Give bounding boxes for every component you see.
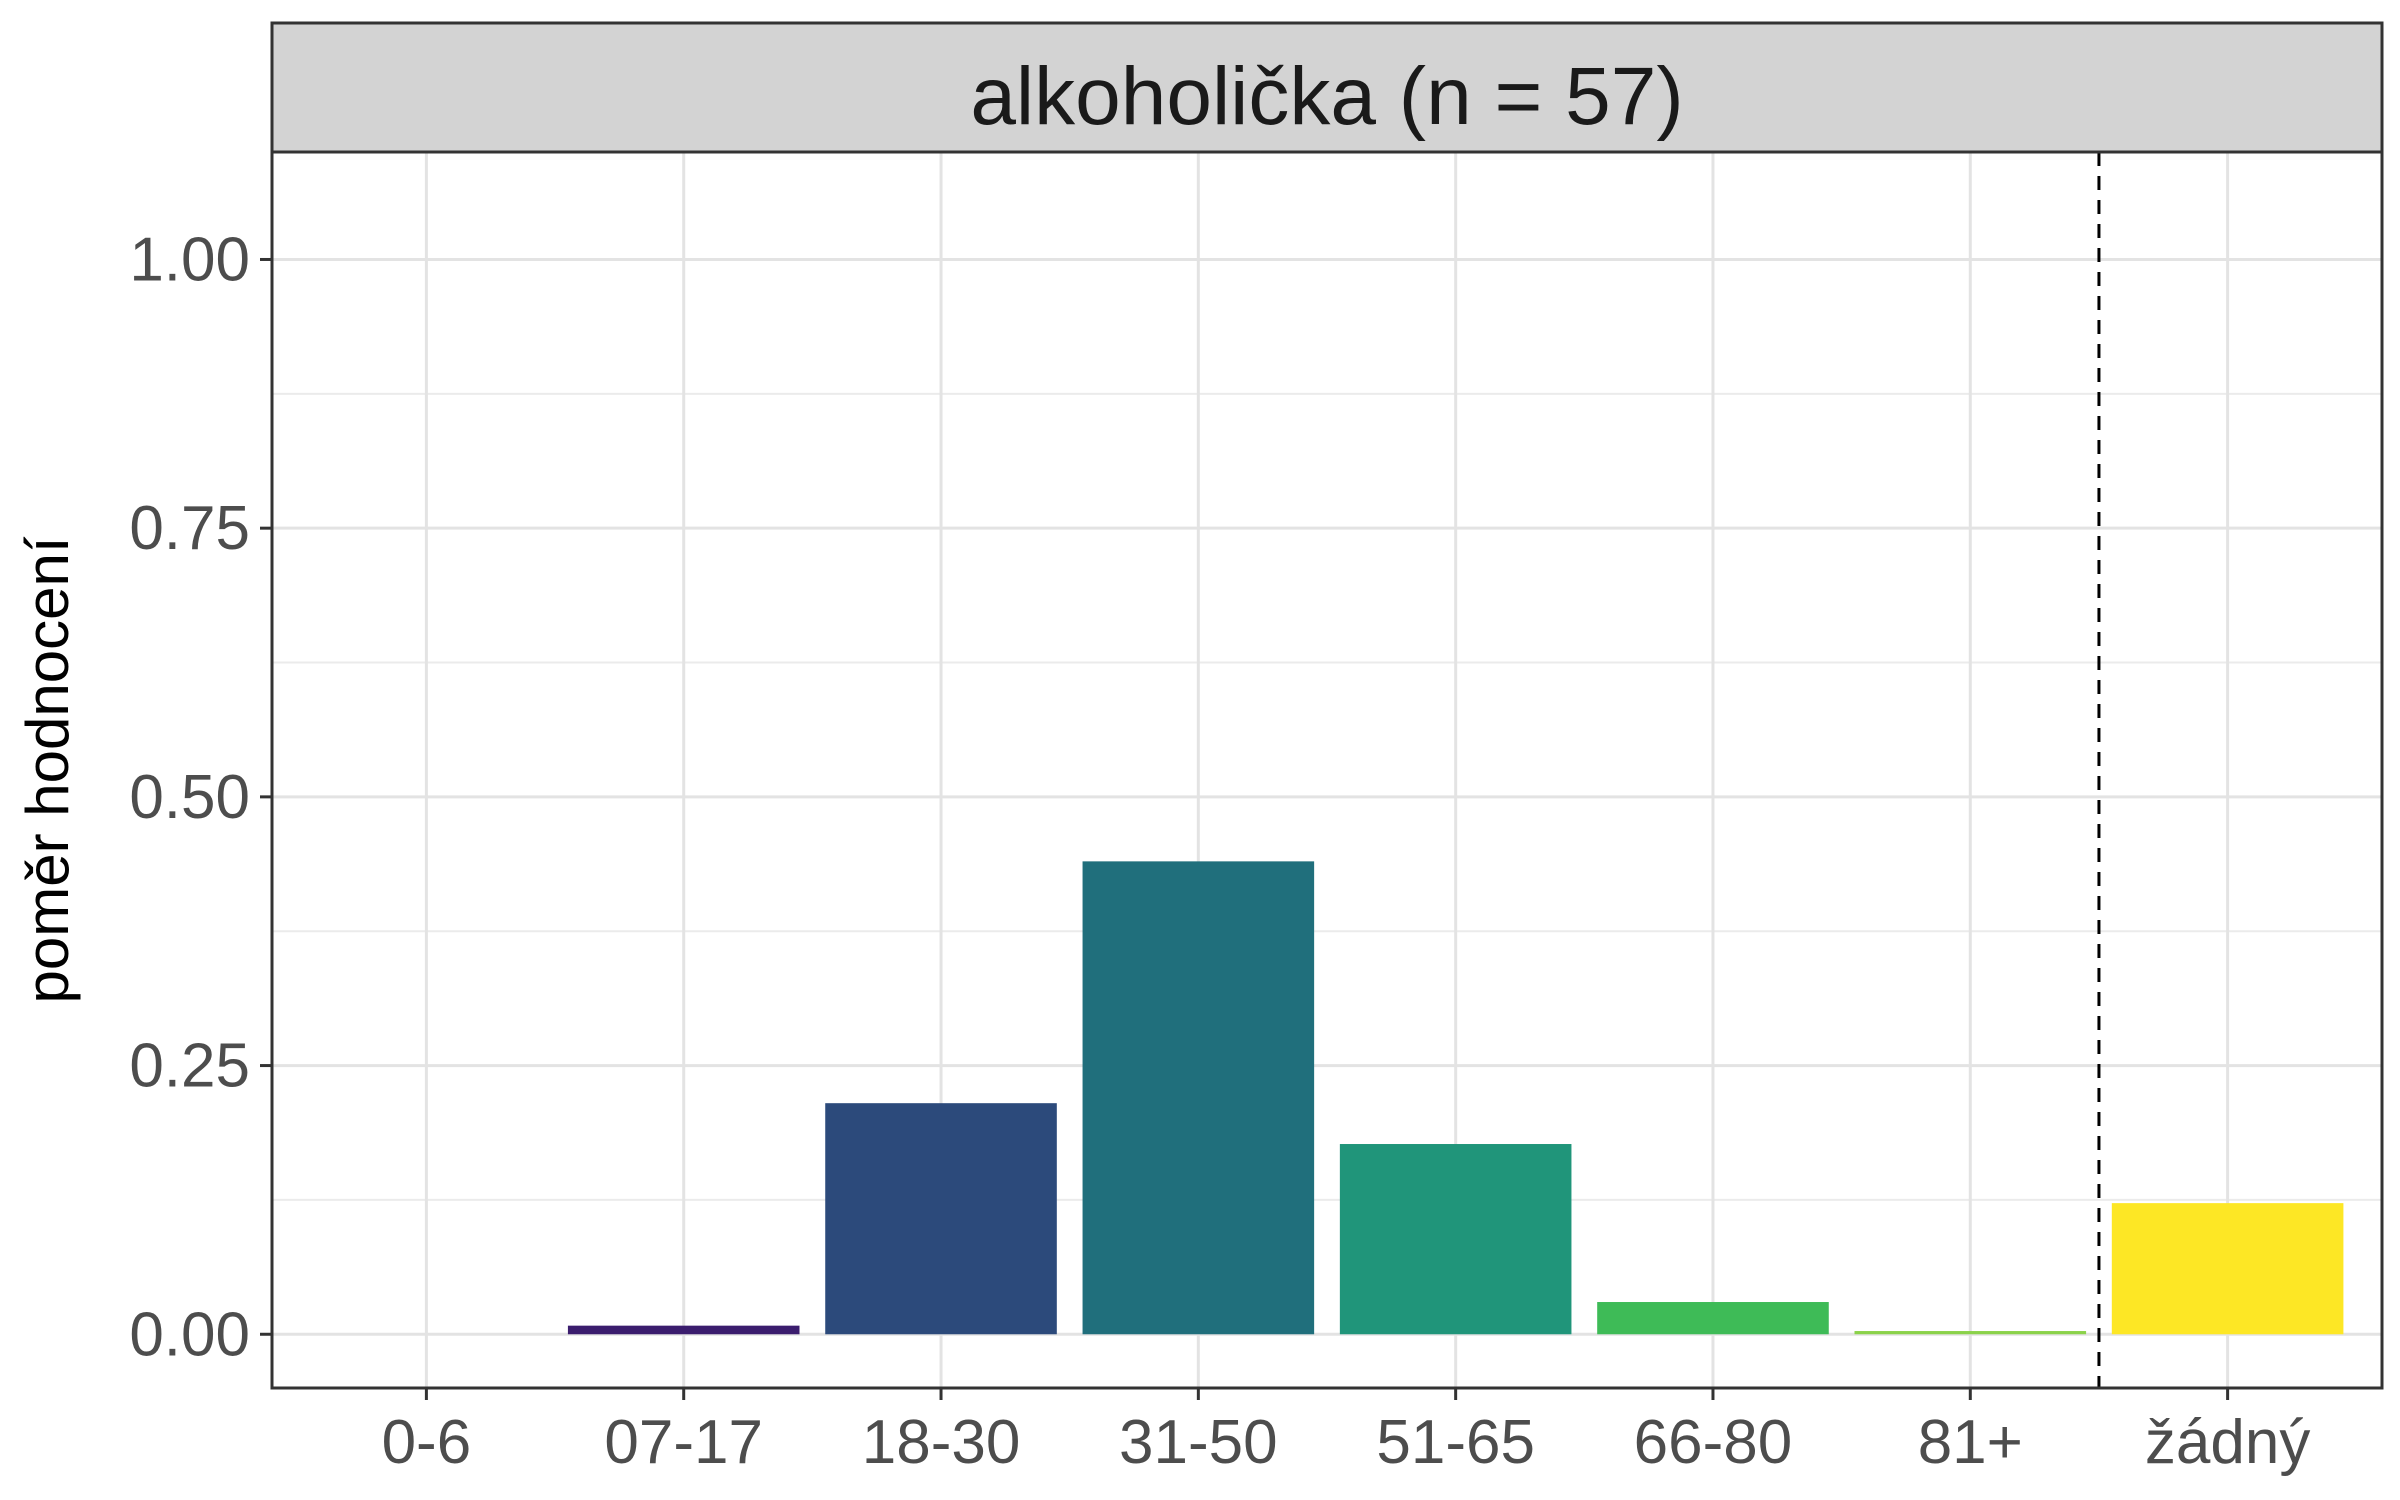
y-tick-label: 1.00 (129, 225, 250, 294)
facet-strip (270, 21, 2384, 154)
y-tick-label: 0.50 (129, 763, 250, 832)
y-axis-title: poměr hodnocení (14, 536, 81, 1003)
x-tick-label: 51-65 (1376, 1408, 1535, 1477)
bar-31-50 (1082, 861, 1315, 1335)
bar-81+ (1854, 1331, 2087, 1335)
y-tick-label: 0.00 (129, 1300, 250, 1369)
panel-border (270, 150, 2384, 1390)
bar-51-65 (1339, 1144, 1572, 1335)
facet-title: alkoholička (n = 57) (970, 51, 1683, 142)
y-tick-label: 0.25 (129, 1032, 250, 1101)
y-tick-label: 0.75 (129, 494, 250, 563)
bar-07-17 (567, 1325, 800, 1335)
x-tick-label: 81+ (1918, 1408, 2023, 1477)
plot-panel (270, 150, 2384, 1390)
x-tick-label: 18-30 (862, 1408, 1021, 1477)
y-axis: 0.00 0.25 0.50 0.75 1.00 (129, 225, 272, 1369)
x-tick-label: 0-6 (382, 1408, 472, 1477)
bar-18-30 (825, 1103, 1057, 1335)
bar-žádný (2111, 1203, 2344, 1335)
panel-background (272, 152, 2382, 1388)
x-tick-label: 66-80 (1634, 1408, 1793, 1477)
x-axis: 0-6 07-17 18-30 31-50 51-65 66-80 81+ žádný (382, 1388, 2310, 1477)
x-tick-label: žádný (2145, 1408, 2310, 1477)
grid-lines (272, 152, 2382, 1388)
bar-66-80 (1597, 1302, 1829, 1335)
x-tick-label: 07-17 (604, 1408, 763, 1477)
x-tick-label: 31-50 (1119, 1408, 1278, 1477)
bars (567, 861, 2344, 1335)
